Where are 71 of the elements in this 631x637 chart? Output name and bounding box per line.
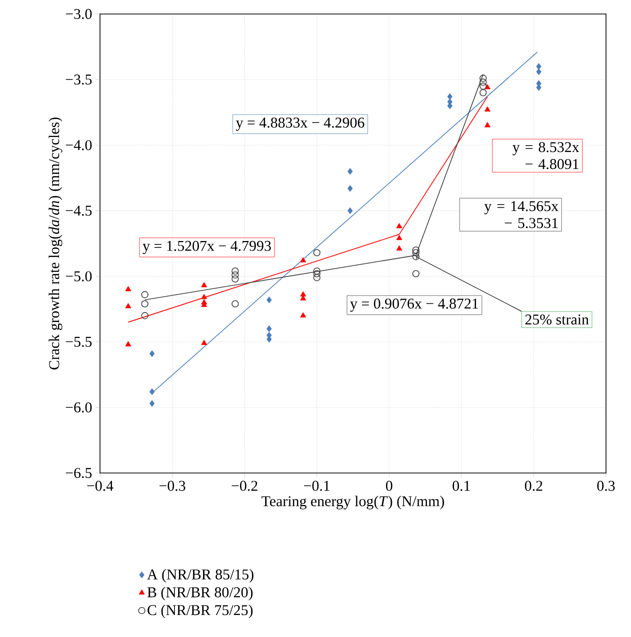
point [348, 185, 353, 192]
annotation: y = 4.8833x − 4.2906 [236, 118, 364, 131]
x-tick-label: 0.3 [597, 480, 615, 491]
point [484, 106, 490, 112]
point [232, 300, 239, 308]
y-axis-title: Crack growth rate log(da/dn) (mm/cycles) [48, 118, 62, 370]
legend-label: B (NR/BR 80/20) [147, 586, 253, 600]
y-tick-label: −4.5 [66, 206, 92, 216]
point [412, 246, 420, 254]
point [412, 253, 420, 260]
point [480, 74, 487, 82]
point [536, 68, 542, 76]
point [396, 223, 402, 228]
point [201, 294, 208, 300]
point [266, 296, 272, 304]
point [313, 249, 320, 256]
legend-label: A (NR/BR 85/15) [147, 568, 254, 583]
y-tick-label: −6.5 [66, 468, 92, 478]
point [149, 388, 155, 396]
point [125, 303, 132, 308]
point [125, 341, 132, 346]
point [412, 270, 420, 278]
point [480, 78, 487, 86]
x-tick-label: 0.2 [524, 480, 542, 491]
point [125, 286, 132, 292]
point [313, 274, 320, 282]
annotation: y = 1.5207x − 4.7993 [142, 240, 271, 254]
point [141, 300, 148, 308]
point [396, 245, 402, 251]
point [266, 325, 272, 332]
point [201, 340, 208, 345]
point [447, 93, 452, 100]
y-tick-label: −3.0 [66, 8, 92, 20]
point [232, 271, 239, 279]
point [536, 84, 542, 91]
annotation: y = 0.9076x − 4.8721 [350, 298, 478, 312]
annotation: y = 14.565x − 5.3531 [484, 201, 558, 228]
annotation: y = 8.532x − 4.8091 [512, 142, 580, 170]
x-tick-label: 0 [386, 480, 392, 491]
point [480, 82, 487, 90]
point [201, 282, 208, 288]
point [300, 257, 306, 262]
point [141, 312, 148, 320]
x-axis-title: Tearing energy log(T) (N/mm) [262, 496, 444, 510]
point [232, 275, 239, 282]
point [232, 267, 239, 275]
point [480, 89, 487, 96]
y-tick-label: −5.5 [66, 336, 92, 347]
x-tick-label: −0.3 [159, 480, 186, 491]
point [536, 63, 542, 70]
y-tick-label: −6.0 [66, 402, 92, 413]
point [149, 350, 155, 358]
y-tick-label: −5.0 [66, 271, 92, 282]
x-tick-label: −0.2 [232, 480, 258, 491]
point [484, 122, 490, 128]
y-tick-label: −3.5 [66, 74, 92, 85]
annotation: 25% strain [525, 314, 589, 325]
legend-label: C (NR/BR 75/25) [148, 604, 253, 618]
x-tick-label: 0.1 [452, 480, 470, 491]
point [141, 291, 148, 298]
y-tick-label: −4.0 [66, 140, 92, 150]
point [348, 168, 353, 175]
x-tick-label: −0.4 [87, 480, 114, 491]
point [412, 249, 420, 256]
x-tick-label: −0.1 [304, 480, 330, 491]
point [300, 312, 306, 318]
point [313, 267, 320, 275]
point [396, 234, 402, 240]
point [313, 270, 320, 278]
point [348, 207, 353, 214]
point [149, 400, 155, 407]
